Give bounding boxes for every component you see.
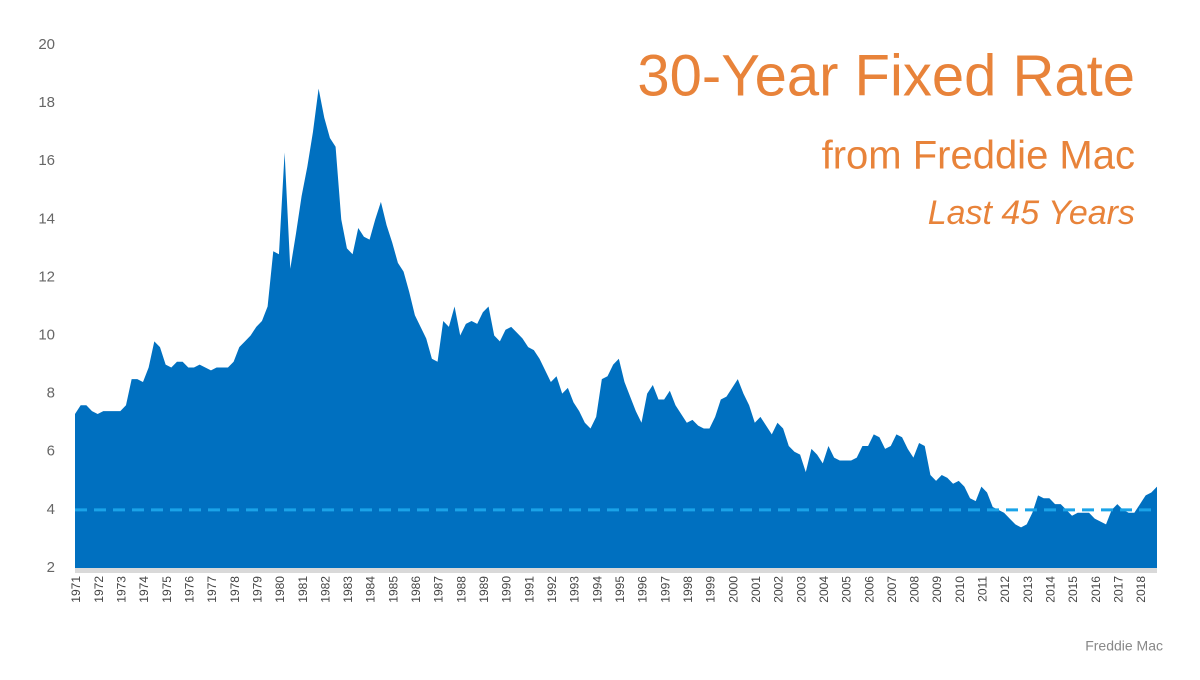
annotation: Last 45 Years <box>928 194 1135 232</box>
x-tick-label: 2016 <box>1089 576 1103 603</box>
x-axis-band <box>75 568 1157 573</box>
y-tick-label: 4 <box>47 501 55 518</box>
x-tick-label: 2015 <box>1066 576 1080 603</box>
x-tick-label: 2007 <box>885 576 899 603</box>
x-tick-label: 1982 <box>318 576 332 603</box>
x-tick-label: 1987 <box>432 576 446 603</box>
x-tick-label: 2017 <box>1112 576 1126 603</box>
x-tick-label: 2014 <box>1044 576 1058 603</box>
x-tick-label: 1991 <box>522 576 536 603</box>
x-tick-label: 1984 <box>364 576 378 603</box>
x-tick-label: 1975 <box>160 576 174 603</box>
x-tick-label: 2006 <box>862 576 876 603</box>
x-tick-label: 2013 <box>1021 576 1035 603</box>
x-tick-label: 1993 <box>568 576 582 603</box>
x-tick-label: 1990 <box>500 576 514 603</box>
x-tick-label: 2010 <box>953 576 967 603</box>
x-tick-label: 1980 <box>273 576 287 603</box>
x-tick-label: 2003 <box>794 576 808 603</box>
x-tick-label: 1988 <box>454 576 468 603</box>
x-tick-label: 1986 <box>409 576 423 603</box>
x-tick-label: 1973 <box>114 576 128 603</box>
y-tick-label: 20 <box>38 36 55 53</box>
y-tick-label: 16 <box>38 152 55 169</box>
x-tick-label: 1985 <box>386 576 400 603</box>
x-tick-label: 1998 <box>681 576 695 603</box>
x-tick-label: 2012 <box>998 576 1012 603</box>
x-tick-label: 1994 <box>590 576 604 603</box>
x-tick-label: 1974 <box>137 576 151 603</box>
x-tick-label: 1992 <box>545 576 559 603</box>
x-tick-label: 2018 <box>1134 576 1148 603</box>
x-tick-label: 2004 <box>817 576 831 603</box>
y-tick-label: 14 <box>38 210 55 227</box>
chart-subtitle: from Freddie Mac <box>822 134 1135 178</box>
y-tick-label: 2 <box>47 559 55 576</box>
x-tick-label: 1976 <box>182 576 196 603</box>
source: Freddie Mac <box>1085 638 1163 654</box>
x-tick-label: 1971 <box>69 576 83 603</box>
x-tick-label: 1972 <box>92 576 106 603</box>
x-tick-label: 2005 <box>840 576 854 603</box>
chart-title: 30-Year Fixed Rate <box>637 43 1135 108</box>
x-tick-label: 2001 <box>749 576 763 603</box>
y-tick-label: 8 <box>47 385 55 402</box>
x-tick-label: 1999 <box>704 576 718 603</box>
y-tick-label: 12 <box>38 268 55 285</box>
y-tick-label: 10 <box>38 327 55 344</box>
x-tick-label: 1977 <box>205 576 219 603</box>
x-tick-label: 2002 <box>772 576 786 603</box>
x-tick-label: 1981 <box>296 576 310 603</box>
y-tick-label: 6 <box>47 443 55 460</box>
x-tick-label: 2011 <box>976 576 990 602</box>
x-tick-label: 2009 <box>930 576 944 603</box>
x-tick-label: 1978 <box>228 576 242 603</box>
area <box>75 88 1157 568</box>
x-tick-label: 1989 <box>477 576 491 603</box>
x-tick-label: 1995 <box>613 576 627 603</box>
x-tick-label: 2008 <box>908 576 922 603</box>
y-tick-label: 18 <box>38 94 55 111</box>
x-tick-label: 1996 <box>636 576 650 603</box>
x-tick-label: 2000 <box>726 576 740 603</box>
x-tick-label: 1979 <box>250 576 264 603</box>
x-tick-label: 1997 <box>658 576 672 603</box>
x-tick-label: 1983 <box>341 576 355 603</box>
